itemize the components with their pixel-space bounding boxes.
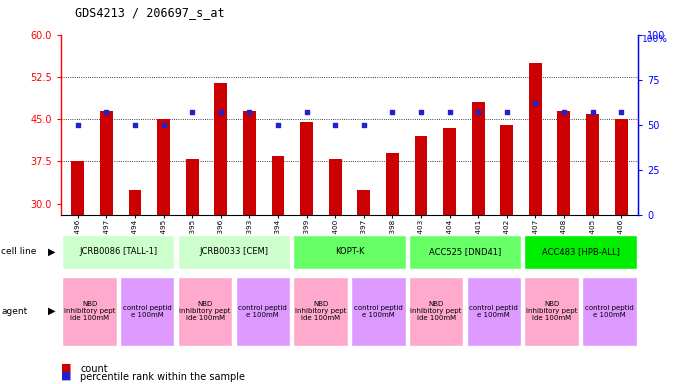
Bar xyxy=(357,190,371,215)
Point xyxy=(587,109,598,115)
Bar xyxy=(243,111,256,215)
Point xyxy=(415,109,426,115)
Text: count: count xyxy=(80,364,108,374)
Point xyxy=(130,122,141,128)
Bar xyxy=(293,235,406,269)
Text: ■: ■ xyxy=(61,371,71,381)
Point xyxy=(301,109,312,115)
Text: control peptid
e 100mM: control peptid e 100mM xyxy=(239,305,287,318)
Bar xyxy=(328,159,342,215)
Point xyxy=(558,109,569,115)
Bar xyxy=(586,114,599,215)
Text: JCRB0033 [CEM]: JCRB0033 [CEM] xyxy=(199,247,268,256)
Bar xyxy=(186,159,199,215)
Text: control peptid
e 100mM: control peptid e 100mM xyxy=(354,305,403,318)
Bar xyxy=(558,111,571,215)
Text: ACC483 [HPB-ALL]: ACC483 [HPB-ALL] xyxy=(542,247,620,256)
Text: percentile rank within the sample: percentile rank within the sample xyxy=(80,372,245,382)
Bar xyxy=(443,127,456,215)
Bar xyxy=(615,119,627,215)
Point xyxy=(101,109,112,115)
Bar xyxy=(582,278,636,346)
Text: NBD
inhibitory pept
ide 100mM: NBD inhibitory pept ide 100mM xyxy=(64,301,115,321)
Bar xyxy=(100,111,113,215)
Point xyxy=(530,100,541,106)
Point xyxy=(444,109,455,115)
Point xyxy=(273,122,284,128)
Bar xyxy=(178,235,290,269)
Point xyxy=(158,122,169,128)
Bar xyxy=(409,235,521,269)
Bar xyxy=(272,156,284,215)
Text: ■: ■ xyxy=(61,362,71,372)
Point xyxy=(387,109,398,115)
Text: cell line: cell line xyxy=(1,247,37,256)
Text: 100%: 100% xyxy=(642,35,668,43)
Bar xyxy=(386,153,399,215)
Bar xyxy=(63,235,175,269)
Text: ▶: ▶ xyxy=(48,247,55,257)
Bar xyxy=(300,122,313,215)
Point xyxy=(72,122,83,128)
Text: NBD
inhibitory pept
ide 100mM: NBD inhibitory pept ide 100mM xyxy=(411,301,462,321)
Point xyxy=(244,109,255,115)
Bar xyxy=(128,190,141,215)
Bar xyxy=(351,278,406,346)
Bar xyxy=(409,278,463,346)
Bar xyxy=(472,102,484,215)
Point xyxy=(187,109,198,115)
Bar xyxy=(63,278,117,346)
Point xyxy=(501,109,512,115)
Bar xyxy=(529,63,542,215)
Bar xyxy=(415,136,427,215)
Bar xyxy=(500,125,513,215)
Bar xyxy=(236,278,290,346)
Bar xyxy=(72,161,84,215)
Text: NBD
inhibitory pept
ide 100mM: NBD inhibitory pept ide 100mM xyxy=(179,301,230,321)
Bar xyxy=(524,235,636,269)
Point xyxy=(358,122,369,128)
Point xyxy=(330,122,341,128)
Bar xyxy=(293,278,348,346)
Text: control peptid
e 100mM: control peptid e 100mM xyxy=(469,305,518,318)
Bar xyxy=(178,278,233,346)
Text: ACC525 [DND41]: ACC525 [DND41] xyxy=(429,247,501,256)
Text: NBD
inhibitory pept
ide 100mM: NBD inhibitory pept ide 100mM xyxy=(295,301,346,321)
Text: KOPT-K: KOPT-K xyxy=(335,247,364,256)
Point xyxy=(473,109,484,115)
Text: NBD
inhibitory pept
ide 100mM: NBD inhibitory pept ide 100mM xyxy=(526,301,578,321)
Bar xyxy=(120,278,175,346)
Text: agent: agent xyxy=(1,306,28,316)
Bar xyxy=(157,119,170,215)
Text: control peptid
e 100mM: control peptid e 100mM xyxy=(123,305,172,318)
Text: control peptid
e 100mM: control peptid e 100mM xyxy=(585,305,633,318)
Bar xyxy=(524,278,579,346)
Bar xyxy=(215,83,227,215)
Point xyxy=(215,109,226,115)
Text: GDS4213 / 206697_s_at: GDS4213 / 206697_s_at xyxy=(75,6,224,19)
Text: JCRB0086 [TALL-1]: JCRB0086 [TALL-1] xyxy=(79,247,157,256)
Bar xyxy=(466,278,521,346)
Text: ▶: ▶ xyxy=(48,306,55,316)
Point xyxy=(615,109,627,115)
